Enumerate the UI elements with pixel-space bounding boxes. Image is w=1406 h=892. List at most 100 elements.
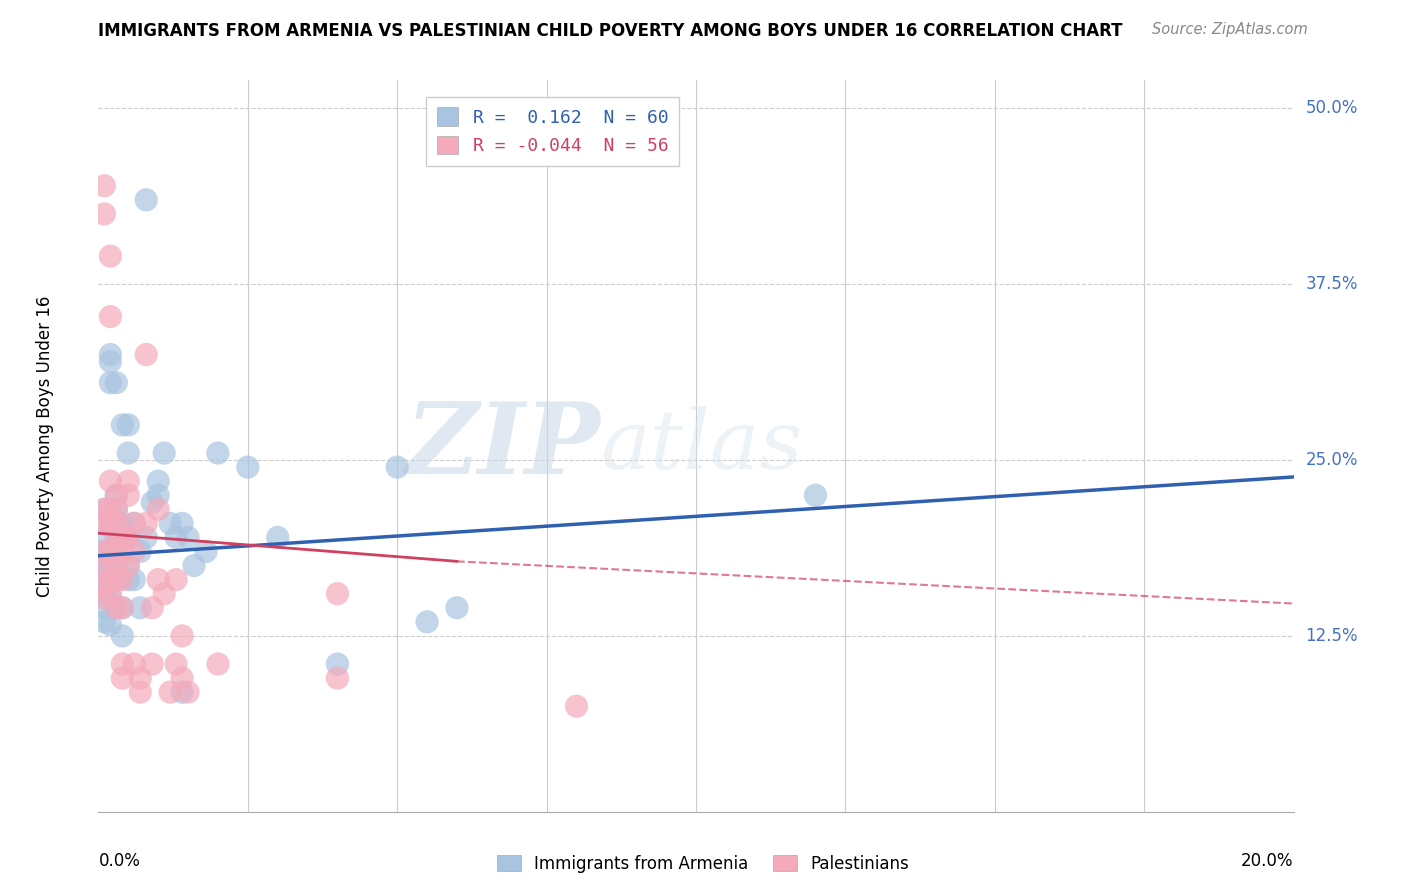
Point: [93, 544, 115, 558]
Point: [111, 600, 134, 615]
Point: [183, 558, 205, 573]
Point: [165, 657, 187, 671]
Point: [93, 587, 115, 601]
Point: [148, 474, 170, 488]
Point: [124, 544, 146, 558]
Point: [129, 685, 152, 699]
Point: [93, 502, 115, 516]
Point: [236, 460, 259, 475]
Point: [124, 657, 146, 671]
Point: [111, 516, 134, 531]
Point: [177, 685, 200, 699]
Point: [105, 516, 128, 531]
Point: [129, 544, 152, 558]
Point: [105, 544, 128, 558]
Text: 25.0%: 25.0%: [1305, 451, 1358, 469]
Point: [93, 558, 115, 573]
Text: Source: ZipAtlas.com: Source: ZipAtlas.com: [1152, 22, 1308, 37]
Point: [159, 516, 181, 531]
Text: 37.5%: 37.5%: [1305, 276, 1358, 293]
Point: [165, 530, 187, 544]
Point: [105, 530, 128, 544]
Point: [93, 558, 115, 573]
Point: [93, 573, 115, 587]
Point: [111, 573, 134, 587]
Point: [93, 544, 115, 558]
Point: [141, 600, 163, 615]
Legend: R =  0.162  N = 60, R = -0.044  N = 56: R = 0.162 N = 60, R = -0.044 N = 56: [426, 96, 679, 166]
Point: [111, 657, 134, 671]
Point: [93, 530, 115, 544]
Point: [117, 558, 139, 573]
Point: [135, 193, 157, 207]
Point: [111, 544, 134, 558]
Point: [105, 488, 128, 502]
Point: [207, 446, 229, 460]
Point: [105, 558, 128, 573]
Text: 20.0%: 20.0%: [1241, 852, 1294, 870]
Point: [105, 502, 128, 516]
Point: [98, 516, 122, 531]
Point: [148, 488, 170, 502]
Point: [98, 376, 122, 390]
Point: [111, 530, 134, 544]
Point: [159, 685, 181, 699]
Point: [385, 460, 409, 475]
Point: [117, 530, 139, 544]
Point: [93, 207, 115, 221]
Text: 0.0%: 0.0%: [98, 852, 141, 870]
Point: [111, 600, 134, 615]
Text: Child Poverty Among Boys Under 16: Child Poverty Among Boys Under 16: [35, 295, 53, 597]
Point: [93, 516, 115, 531]
Point: [93, 577, 115, 591]
Point: [207, 657, 229, 671]
Point: [135, 530, 157, 544]
Point: [98, 544, 122, 558]
Point: [117, 417, 139, 432]
Point: [105, 530, 128, 544]
Point: [98, 558, 122, 573]
Point: [326, 657, 349, 671]
Point: [105, 558, 128, 573]
Point: [117, 488, 139, 502]
Point: [117, 446, 139, 460]
Text: atlas: atlas: [600, 406, 803, 486]
Point: [98, 591, 122, 605]
Point: [129, 671, 152, 685]
Point: [124, 516, 146, 531]
Point: [194, 544, 218, 558]
Point: [93, 615, 115, 629]
Point: [172, 629, 194, 643]
Point: [98, 617, 122, 632]
Point: [153, 446, 176, 460]
Text: 50.0%: 50.0%: [1305, 99, 1358, 118]
Point: [148, 573, 170, 587]
Point: [446, 600, 468, 615]
Point: [141, 657, 163, 671]
Point: [153, 587, 176, 601]
Point: [267, 530, 290, 544]
Point: [98, 516, 122, 531]
Point: [804, 488, 827, 502]
Point: [124, 516, 146, 531]
Point: [98, 502, 122, 516]
Point: [117, 558, 139, 573]
Point: [111, 671, 134, 685]
Point: [105, 502, 128, 516]
Point: [98, 249, 122, 263]
Point: [105, 600, 128, 615]
Point: [98, 575, 122, 590]
Point: [177, 530, 200, 544]
Point: [105, 573, 128, 587]
Point: [105, 544, 128, 558]
Point: [98, 348, 122, 362]
Point: [117, 530, 139, 544]
Point: [117, 474, 139, 488]
Point: [111, 530, 134, 544]
Point: [98, 573, 122, 587]
Point: [93, 178, 115, 193]
Point: [172, 671, 194, 685]
Point: [105, 573, 128, 587]
Point: [135, 348, 157, 362]
Point: [93, 591, 115, 605]
